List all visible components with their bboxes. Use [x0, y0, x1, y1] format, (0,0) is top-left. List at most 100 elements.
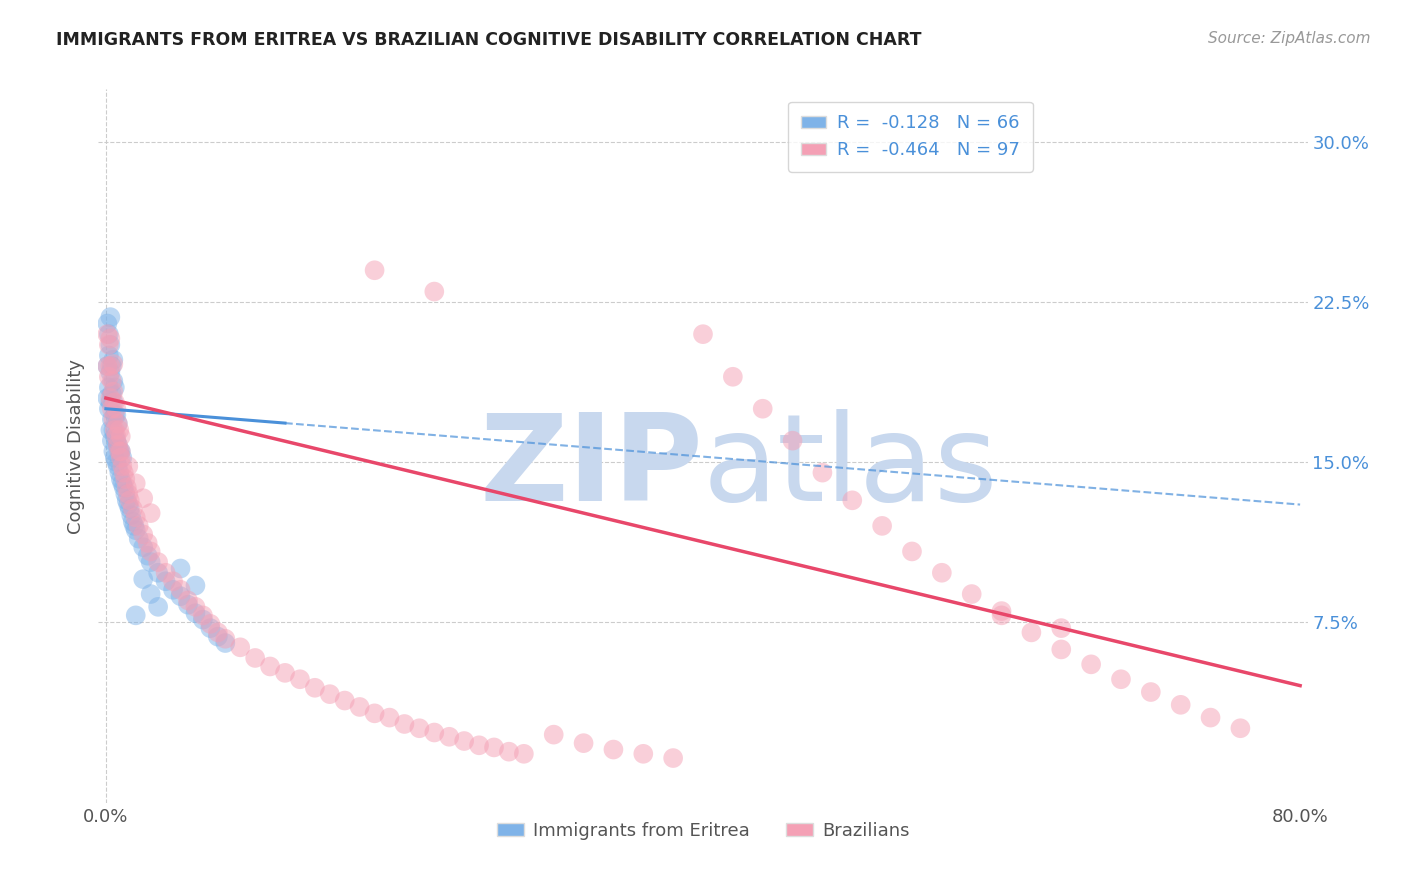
- Point: [96, 359, 118, 373]
- Point: [125, 608, 148, 623]
- Point: [132, 572, 155, 586]
- Point: [98, 359, 121, 373]
- Point: [207, 625, 229, 640]
- Point: [101, 412, 124, 426]
- Y-axis label: Cognitive Disability: Cognitive Disability: [66, 359, 84, 533]
- Point: [162, 574, 184, 589]
- Point: [990, 608, 1012, 623]
- Point: [125, 523, 148, 537]
- Point: [169, 561, 191, 575]
- Point: [468, 739, 491, 753]
- Point: [111, 476, 134, 491]
- Point: [136, 536, 159, 550]
- Text: IMMIGRANTS FROM ERITREA VS BRAZILIAN COGNITIVE DISABILITY CORRELATION CHART: IMMIGRANTS FROM ERITREA VS BRAZILIAN COG…: [56, 31, 922, 49]
- Point: [363, 706, 385, 721]
- Point: [169, 582, 191, 597]
- Point: [513, 747, 536, 761]
- Point: [811, 466, 834, 480]
- Point: [162, 582, 184, 597]
- Point: [408, 721, 430, 735]
- Point: [105, 429, 128, 443]
- Point: [121, 501, 143, 516]
- Point: [214, 632, 236, 646]
- Point: [97, 349, 120, 363]
- Point: [122, 519, 145, 533]
- Point: [104, 429, 127, 443]
- Point: [110, 472, 132, 486]
- Point: [136, 549, 159, 563]
- Text: Source: ZipAtlas.com: Source: ZipAtlas.com: [1208, 31, 1371, 46]
- Point: [482, 740, 505, 755]
- Point: [288, 672, 311, 686]
- Point: [394, 717, 416, 731]
- Point: [155, 566, 177, 580]
- Point: [105, 434, 128, 448]
- Point: [146, 566, 169, 580]
- Point: [103, 412, 125, 426]
- Point: [184, 599, 207, 614]
- Point: [125, 476, 148, 491]
- Point: [453, 734, 475, 748]
- Point: [423, 285, 446, 299]
- Point: [104, 423, 127, 437]
- Point: [139, 555, 162, 569]
- Point: [97, 380, 120, 394]
- Point: [105, 408, 128, 422]
- Point: [692, 327, 714, 342]
- Point: [101, 359, 124, 373]
- Point: [207, 630, 229, 644]
- Point: [98, 423, 121, 437]
- Point: [139, 587, 162, 601]
- Point: [602, 742, 624, 756]
- Point: [1021, 625, 1043, 640]
- Point: [98, 338, 121, 352]
- Point: [931, 566, 953, 580]
- Point: [112, 481, 135, 495]
- Point: [107, 417, 129, 431]
- Point: [304, 681, 326, 695]
- Point: [333, 693, 356, 707]
- Point: [104, 380, 127, 394]
- Point: [120, 508, 142, 523]
- Point: [572, 736, 595, 750]
- Point: [98, 395, 121, 409]
- Point: [633, 747, 655, 761]
- Point: [498, 745, 520, 759]
- Point: [128, 532, 150, 546]
- Point: [901, 544, 924, 558]
- Point: [274, 665, 297, 680]
- Point: [721, 369, 744, 384]
- Point: [1050, 621, 1073, 635]
- Point: [751, 401, 773, 416]
- Point: [98, 310, 121, 325]
- Point: [111, 459, 134, 474]
- Point: [117, 487, 139, 501]
- Point: [104, 450, 127, 465]
- Point: [1170, 698, 1192, 712]
- Point: [125, 510, 148, 524]
- Point: [108, 444, 131, 458]
- Point: [103, 395, 125, 409]
- Point: [98, 391, 121, 405]
- Point: [139, 544, 162, 558]
- Point: [146, 555, 169, 569]
- Point: [1080, 657, 1102, 672]
- Point: [214, 636, 236, 650]
- Legend: Immigrants from Eritrea, Brazilians: Immigrants from Eritrea, Brazilians: [489, 815, 917, 847]
- Point: [349, 700, 371, 714]
- Point: [191, 608, 214, 623]
- Point: [155, 574, 177, 589]
- Point: [105, 455, 128, 469]
- Point: [107, 438, 129, 452]
- Point: [841, 493, 863, 508]
- Point: [191, 613, 214, 627]
- Point: [104, 395, 127, 409]
- Point: [200, 621, 222, 635]
- Point: [363, 263, 385, 277]
- Point: [103, 357, 125, 371]
- Point: [107, 459, 129, 474]
- Point: [169, 589, 191, 603]
- Point: [177, 598, 200, 612]
- Point: [1229, 721, 1251, 735]
- Point: [97, 401, 120, 416]
